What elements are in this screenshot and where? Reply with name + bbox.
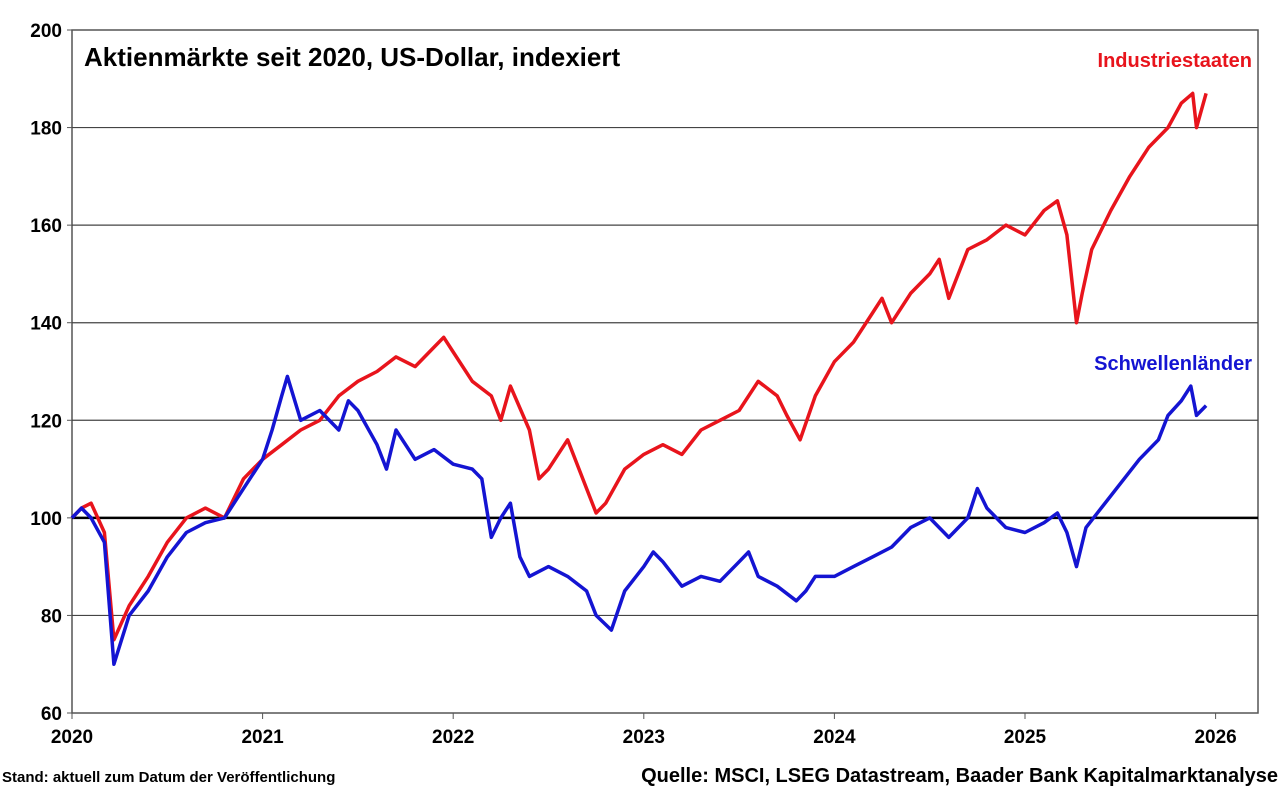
footer-stand: Stand: aktuell zum Datum der Veröffentli… <box>2 769 335 786</box>
legend-industriestaaten: Industriestaaten <box>1098 50 1252 72</box>
x-tick-label: 2025 <box>1004 727 1047 748</box>
x-tick-label: 2023 <box>623 727 665 748</box>
x-tick-label: 2026 <box>1194 727 1236 748</box>
y-tick-label: 200 <box>30 21 62 42</box>
y-tick-label: 140 <box>30 314 62 335</box>
x-tick-label: 2022 <box>432 727 474 748</box>
y-tick-label: 80 <box>41 606 62 627</box>
y-tick-label: 160 <box>30 216 62 237</box>
x-tick-label: 2024 <box>813 727 856 748</box>
legend-schwellenlaender: Schwellenländer <box>1094 353 1252 375</box>
plot-area <box>71 29 1259 714</box>
y-tick-label: 100 <box>30 509 62 530</box>
y-tick-label: 180 <box>30 119 62 140</box>
series-line-industriestaaten <box>70 91 1208 642</box>
y-tick-label: 60 <box>41 704 62 725</box>
chart-title: Aktienmärkte seit 2020, US-Dollar, index… <box>84 42 620 72</box>
series-line-schwellenlaender <box>70 374 1208 666</box>
footer-source: Quelle: MSCI, LSEG Datastream, Baader Ba… <box>641 765 1278 787</box>
x-tick-label: 2020 <box>51 727 93 748</box>
x-tick-label: 2021 <box>241 727 284 748</box>
y-tick-label: 120 <box>30 411 62 432</box>
